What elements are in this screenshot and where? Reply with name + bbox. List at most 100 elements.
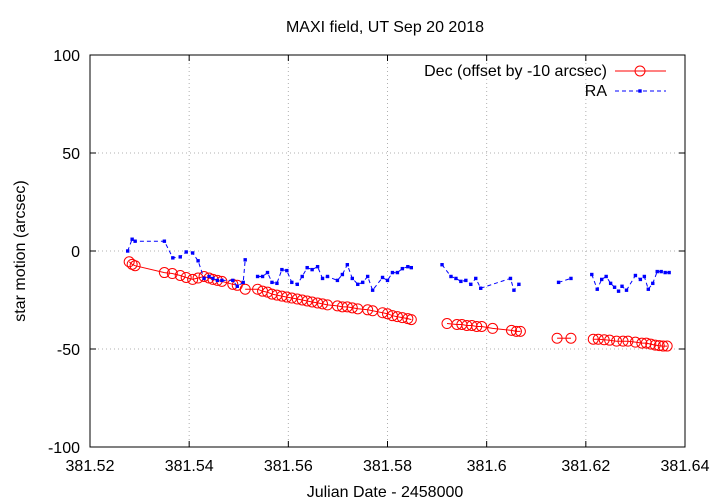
series-ra-point [231, 278, 235, 283]
series-ra-line [127, 238, 246, 287]
series-dec-point [657, 340, 669, 352]
series-dec-point [341, 301, 353, 313]
series-ra-point [406, 264, 410, 269]
series-dec-point [239, 283, 251, 295]
series-dec-point [510, 325, 522, 337]
series-ra-point [651, 281, 655, 286]
series-dec-point [476, 320, 488, 332]
series-ra-point [517, 282, 521, 287]
series-dec-point [129, 260, 141, 272]
series-dec-point [362, 304, 374, 316]
series-ra-point [335, 278, 340, 283]
series-ra-point [616, 289, 621, 293]
series-ra-point [569, 276, 573, 281]
series-dec-point [301, 295, 313, 307]
series-dec-point [187, 273, 199, 285]
series-dec-point [391, 311, 403, 323]
legend-sample-dec [615, 65, 666, 77]
series-ra-point [620, 284, 624, 288]
series-ra-point [508, 276, 513, 281]
series-dec-point [622, 335, 634, 347]
series-ra-point [220, 278, 224, 283]
series-ra-point [215, 278, 220, 283]
series-ra-point [280, 267, 284, 272]
series-dec-point [629, 336, 641, 348]
series-ra-point [305, 265, 309, 270]
series-ra-point [440, 263, 444, 267]
plot-frame [89, 54, 686, 448]
series-ra-point [409, 265, 413, 270]
x-tick-label: 381.52 [66, 458, 115, 475]
series-ra-line [441, 264, 520, 292]
series-ra-point [207, 274, 211, 279]
series-ra-point [285, 268, 289, 273]
series-ra-point [556, 280, 561, 285]
series-ra-point [356, 282, 360, 287]
series-ra-point [255, 274, 260, 279]
x-tick-label: 381.6 [467, 458, 507, 475]
series-ra-point [361, 280, 365, 285]
series-dec-point [286, 292, 298, 304]
y-tick-label: -50 [57, 342, 80, 359]
series-ra-point [345, 263, 350, 267]
series-ra-point [474, 276, 478, 281]
series-ra-point [125, 249, 130, 253]
axis-ticks: 381.52 381.54 381.56 381.58 381.6 381.62 381.6… [48, 48, 710, 475]
series-ra-point [454, 276, 458, 281]
series-dec-point [252, 283, 264, 295]
series-ra-point [469, 282, 473, 287]
y-tick-label: -100 [48, 440, 80, 457]
series-ra-line [558, 277, 572, 283]
series-ra-point [325, 274, 330, 279]
series-ra-point [646, 287, 651, 291]
series-ra-point [295, 282, 299, 287]
series-ra-point [642, 274, 647, 279]
grid [90, 55, 685, 447]
x-axis-label: Julian Date - 2458000 [307, 484, 464, 501]
series-dec-point [123, 256, 135, 268]
x-tick-label: 381.54 [165, 458, 214, 475]
legend-label-ra: RA [585, 83, 608, 100]
series-ra-point [211, 276, 215, 281]
legend-marker-ra [638, 89, 642, 93]
x-tick-label: 381.58 [363, 458, 412, 475]
series-ra-point [196, 259, 200, 263]
y-tick-label: 100 [53, 48, 80, 65]
series-dec-point [281, 291, 293, 303]
series-ra-point [638, 277, 643, 282]
legend-label-dec: Dec (offset by -10 arcsec) [424, 63, 607, 80]
series-dec-point [661, 340, 673, 352]
series-dec-point [180, 271, 192, 283]
series-ra-point [590, 272, 594, 277]
series-dec-point [471, 320, 483, 332]
y-tick-label: 50 [62, 146, 80, 163]
series-dec-point [405, 314, 417, 326]
series-ra-point [380, 275, 385, 280]
series-ra-point [243, 258, 247, 262]
series-dec-point [487, 322, 499, 334]
series-ra-point [595, 287, 599, 291]
series-dec-point [158, 267, 170, 279]
series-ra-point [659, 269, 663, 274]
series-dec-point [640, 337, 652, 349]
series-ra-point [171, 256, 175, 260]
series-dec-point [611, 335, 623, 347]
series-dec-point [645, 338, 657, 350]
series-ra-point [667, 270, 671, 275]
series-ra-point [600, 277, 604, 282]
series-ra-point [340, 272, 345, 277]
series-dec-line [128, 261, 238, 286]
series-ra-point [479, 286, 483, 290]
series-dec-point [598, 334, 610, 346]
y-axis-label: star motion (arcsec) [12, 180, 29, 321]
x-tick-label: 381.56 [264, 458, 313, 475]
series-dec-point [592, 333, 604, 345]
series-dec-point [636, 337, 648, 349]
series-ra-point [310, 267, 314, 272]
series-dec-point [514, 325, 526, 337]
series-ra-point [624, 288, 629, 292]
series-ra-point [655, 269, 659, 274]
series-ra-point [459, 279, 463, 284]
series-ra-point [133, 239, 137, 243]
